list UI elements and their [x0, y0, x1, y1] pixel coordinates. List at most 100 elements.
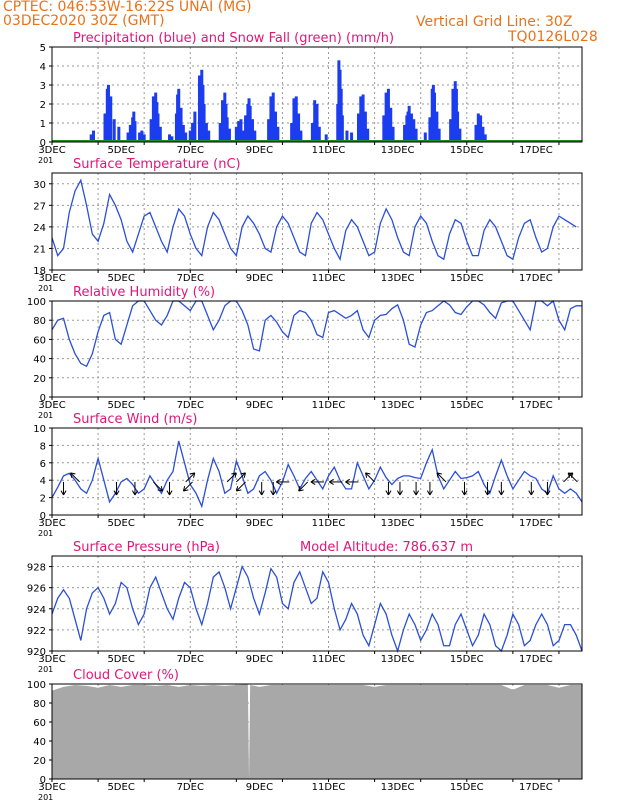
precip-bar: [294, 96, 298, 142]
wind-arrow-head: [134, 490, 138, 496]
y-tick-label: 928: [27, 563, 46, 574]
panel-title: Surface Temperature (nC): [73, 157, 241, 172]
panel-title: Precipitation (blue) and Snow Fall (gree…: [73, 31, 394, 46]
precip-bar: [244, 115, 248, 142]
panel-frame: [51, 300, 583, 398]
precip-bar: [188, 130, 192, 142]
precip-bar: [317, 126, 321, 142]
x-tick-label: 15DEC: [450, 654, 484, 665]
precip-bar: [241, 130, 245, 142]
y-tick-label: 926: [27, 584, 46, 595]
precip-bar: [225, 117, 229, 142]
precip-bar: [117, 126, 121, 142]
wind-arrow: [235, 472, 246, 483]
precip-bar: [458, 128, 462, 142]
y-tick-label: 80: [33, 316, 46, 327]
wind-arrow: [226, 472, 237, 483]
x-tick-label: 17DEC: [519, 145, 553, 156]
panel-frame: [51, 46, 583, 143]
x-tick-label: 9DEC: [246, 273, 273, 284]
precip-bar: [128, 124, 132, 142]
x-tick-label: 11DEC: [312, 518, 346, 529]
y-tick-label: 6: [40, 459, 46, 470]
precip-bar: [366, 128, 370, 142]
x-year-label: 201: [38, 529, 53, 538]
wind-arrow-head: [484, 490, 488, 496]
precip-bar: [428, 117, 432, 142]
precip-bar: [193, 111, 197, 142]
precip-bar: [234, 126, 238, 142]
wind-arrow-head: [60, 490, 64, 496]
wind-arrow-head: [243, 472, 246, 478]
x-tick-label: 17DEC: [519, 400, 553, 411]
wind-arrow-head: [413, 490, 417, 496]
y-tick-label: 4: [40, 62, 46, 73]
precip-bar: [170, 136, 174, 142]
precip-bar: [384, 92, 388, 142]
wind-arrow-head: [169, 490, 173, 496]
precip-bar: [313, 100, 317, 142]
wind-arrow-head: [426, 490, 431, 496]
y-tick-label: 40: [33, 355, 46, 366]
precip-bar: [407, 105, 411, 142]
wind-arrow-head: [345, 478, 351, 483]
wind-arrow-head: [160, 486, 163, 492]
wind-arrow-head: [272, 490, 277, 496]
panel-frame: [51, 172, 583, 271]
precip-bar: [435, 111, 439, 142]
precip-bar: [391, 126, 395, 142]
x-tick-label: 5DEC: [107, 518, 134, 529]
precip-bar: [276, 126, 280, 142]
x-tick-label: 13DEC: [381, 518, 415, 529]
x-tick-label: 15DEC: [450, 782, 484, 793]
wind-arrow-head: [240, 472, 246, 475]
precip-bar: [126, 132, 130, 142]
x-tick-label: 3DEC: [38, 400, 65, 411]
precip-bar: [310, 123, 314, 142]
y-tick-label: 0: [40, 393, 46, 404]
precip-bar: [359, 96, 363, 142]
precip-bar: [412, 119, 416, 142]
precip-bar: [112, 119, 116, 142]
x-tick-label: 15DEC: [450, 273, 484, 284]
x-tick-label: 7DEC: [177, 145, 204, 156]
header-station: CPTEC: 046:53W-16:22S UNAI (MG): [3, 0, 252, 15]
y-tick-label: 3: [40, 81, 46, 92]
x-tick-label: 9DEC: [246, 400, 273, 411]
x-tick-label: 9DEC: [246, 518, 273, 529]
wind-arrow-head: [166, 490, 170, 496]
wind-arrow-head: [113, 490, 117, 496]
x-tick-label: 17DEC: [519, 654, 553, 665]
x-year-label: 201: [38, 793, 53, 800]
x-tick-label: 17DEC: [519, 518, 553, 529]
precip-bar: [474, 124, 478, 142]
wind-arrow-head: [189, 472, 195, 475]
precip-bar: [481, 126, 485, 142]
precip-bar: [109, 96, 113, 142]
precip-bar: [324, 134, 328, 142]
precip-bar: [483, 134, 487, 142]
wind-arrow-head: [568, 472, 574, 475]
x-tick-label: 9DEC: [246, 782, 273, 793]
wind-arrow-head: [235, 486, 239, 492]
x-tick-label: 11DEC: [312, 782, 346, 793]
wind-arrow: [153, 481, 163, 492]
y-tick-label: 4: [40, 476, 46, 487]
y-tick-label: 80: [33, 699, 46, 710]
wind-arrow-head: [234, 472, 237, 478]
precip-bar: [133, 121, 137, 142]
precip-bar: [476, 113, 480, 142]
precip-bar: [250, 119, 254, 142]
y-tick-label: 0: [40, 511, 46, 522]
x-tick-label: 17DEC: [519, 782, 553, 793]
precip-bar: [297, 113, 301, 142]
precip-bar: [267, 119, 271, 142]
precip-bar: [479, 115, 483, 142]
wind-arrow-head: [329, 478, 334, 483]
x-tick-label: 13DEC: [381, 654, 415, 665]
precip-bar: [382, 115, 386, 142]
precip-bar: [221, 100, 225, 142]
wind-arrow-head: [388, 490, 392, 496]
wind-arrow-head: [261, 490, 265, 496]
wind-arrow-head: [329, 481, 334, 485]
